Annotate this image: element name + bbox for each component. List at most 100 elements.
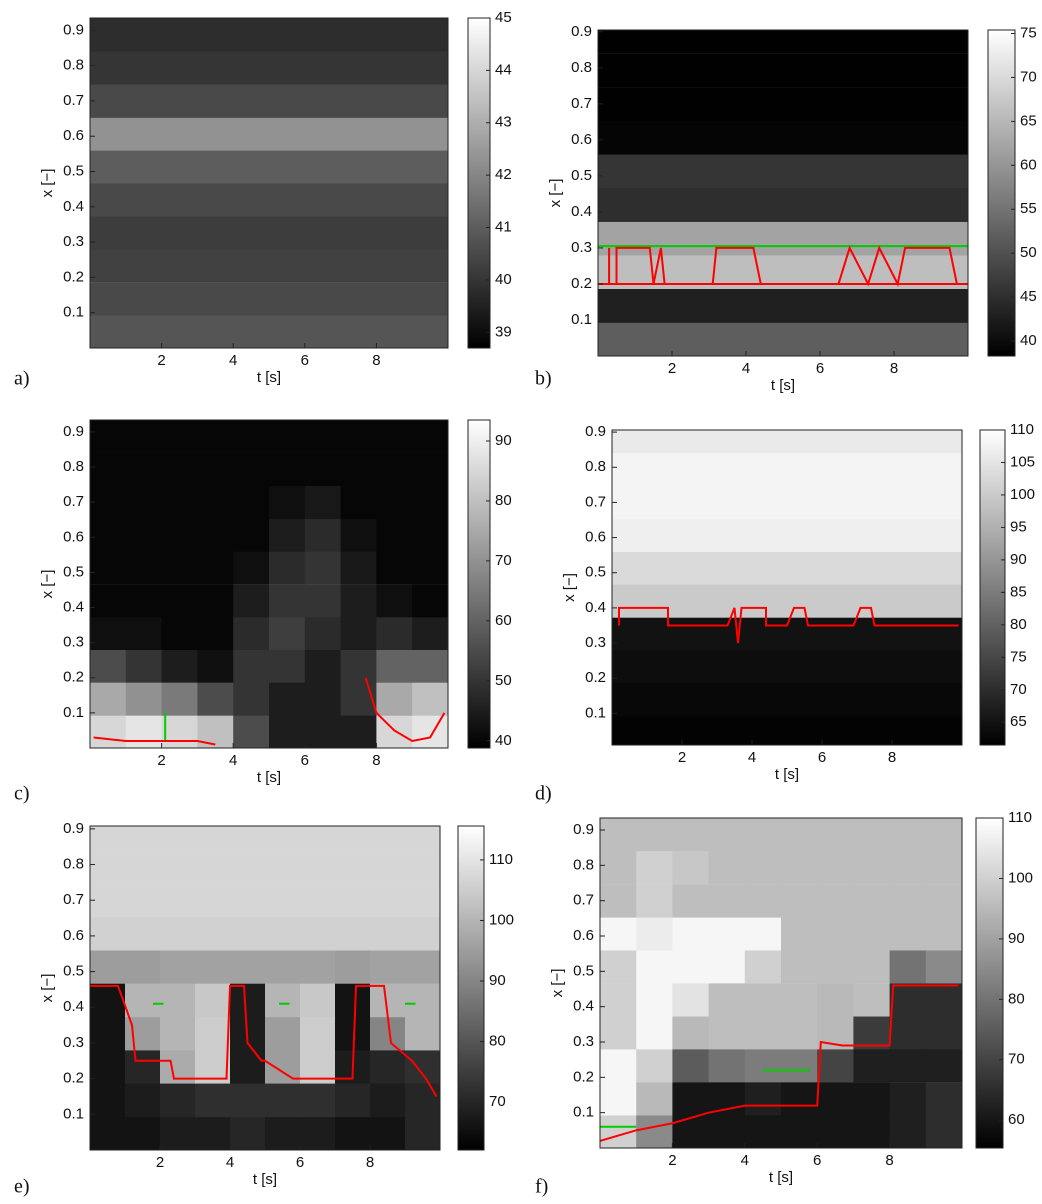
heat-cell — [125, 584, 163, 618]
trace-line — [608, 245, 958, 287]
heat-cell — [304, 649, 342, 683]
heat-cell — [125, 649, 163, 683]
y-tick-label: 0.6 — [585, 529, 606, 546]
heat-cell — [125, 916, 161, 951]
heat-cell — [744, 851, 782, 885]
heat-cell — [853, 949, 891, 984]
heat-cell — [304, 584, 342, 618]
heat-cell — [161, 616, 198, 650]
heat-cell — [90, 183, 448, 217]
heat-cell — [125, 983, 161, 1018]
heat-cell — [161, 485, 198, 520]
heat-cell — [269, 616, 306, 650]
heat-cell — [598, 221, 968, 256]
colorbar-tick-label: 40 — [495, 271, 512, 288]
heatmap — [90, 826, 440, 1150]
heat-cell — [195, 949, 231, 984]
heat-cell — [90, 850, 126, 884]
y-tick-label: 0.5 — [585, 564, 606, 581]
heat-cell — [889, 1082, 927, 1116]
heat-cell — [598, 322, 968, 356]
heat-cell — [300, 1116, 336, 1150]
heat-cell — [125, 949, 161, 984]
heat-cell — [160, 983, 196, 1018]
heat-cell — [636, 1082, 673, 1116]
heat-cell — [233, 584, 270, 618]
heat-cell — [636, 1048, 673, 1083]
heat-cell — [925, 851, 962, 885]
y-tick-label: 0.2 — [585, 669, 606, 686]
heat-cell — [125, 518, 163, 552]
heat-cell — [160, 826, 196, 851]
x-tick-label: 4 — [741, 1152, 749, 1169]
heat-cell — [853, 917, 891, 951]
heat-cell — [335, 949, 371, 984]
heat-cell — [197, 616, 234, 650]
heat-cell — [340, 551, 377, 585]
heat-cell — [197, 584, 234, 618]
x-tick-label: 6 — [818, 749, 826, 766]
heatmap — [598, 30, 968, 356]
heat-cell — [853, 1082, 891, 1116]
y-tick-label: 0.8 — [63, 57, 84, 74]
heat-cell — [340, 616, 377, 650]
heat-cell — [335, 1016, 371, 1051]
colorbar-tick-label: 85 — [1010, 583, 1027, 600]
heat-cell — [405, 883, 440, 918]
heat-cell — [197, 551, 234, 585]
heat-cell — [708, 1082, 746, 1116]
colorbar-tick-label: 80 — [489, 1033, 506, 1050]
y-tick-label: 0.5 — [63, 162, 84, 179]
heat-cell — [269, 584, 306, 618]
y-tick-label: 0.2 — [63, 268, 84, 285]
plot-frame — [89, 825, 441, 1151]
heat-cell — [161, 649, 198, 683]
plot-frame — [597, 29, 969, 357]
heat-cell — [598, 87, 968, 122]
heat-cell — [412, 584, 448, 618]
heat-cell — [853, 1048, 891, 1083]
heat-cell — [412, 715, 448, 748]
colorbar-tick-label: 90 — [495, 432, 512, 449]
heat-cell — [335, 1083, 371, 1118]
heat-cell — [672, 818, 710, 852]
heat-cell — [197, 452, 234, 486]
heat-cell — [598, 30, 968, 54]
heat-cell — [817, 818, 854, 852]
heat-cell — [781, 1082, 818, 1116]
heat-cell — [672, 917, 710, 951]
y-tick-label: 0.9 — [63, 21, 84, 38]
trace-line — [93, 677, 446, 746]
heat-cell — [600, 1016, 637, 1050]
x-tick-label: 2 — [156, 1154, 164, 1171]
x-tick-label: 6 — [301, 352, 309, 369]
heat-cell — [197, 649, 234, 683]
x-tick-label: 2 — [157, 752, 165, 769]
heat-cell — [672, 884, 710, 918]
heat-cell — [636, 1016, 673, 1050]
y-tick-label: 0.2 — [63, 1070, 84, 1087]
heat-cell — [817, 1082, 854, 1116]
heat-cell — [405, 983, 440, 1018]
heat-cell — [600, 983, 637, 1017]
heat-cell — [90, 1116, 126, 1150]
x-tick-label: 8 — [372, 352, 380, 369]
colorbar-tick-label: 41 — [495, 218, 512, 235]
heat-cell — [300, 1083, 336, 1118]
heat-cell — [335, 826, 371, 851]
heat-cell — [90, 18, 448, 52]
x-tick-label: 4 — [748, 749, 756, 766]
y-tick-label: 0.9 — [573, 821, 594, 838]
heat-cell — [90, 315, 448, 348]
heat-cell — [304, 682, 342, 716]
heat-cell — [636, 983, 673, 1017]
heat-cell — [889, 1016, 927, 1050]
x-tick-label: 8 — [888, 749, 896, 766]
heat-cell — [300, 826, 336, 851]
colorbar-tick-label: 55 — [1020, 200, 1037, 217]
heat-cell — [672, 1016, 710, 1050]
y-tick-label: 0.7 — [63, 92, 84, 109]
heat-cell — [90, 84, 448, 118]
heat-cell — [370, 826, 406, 851]
